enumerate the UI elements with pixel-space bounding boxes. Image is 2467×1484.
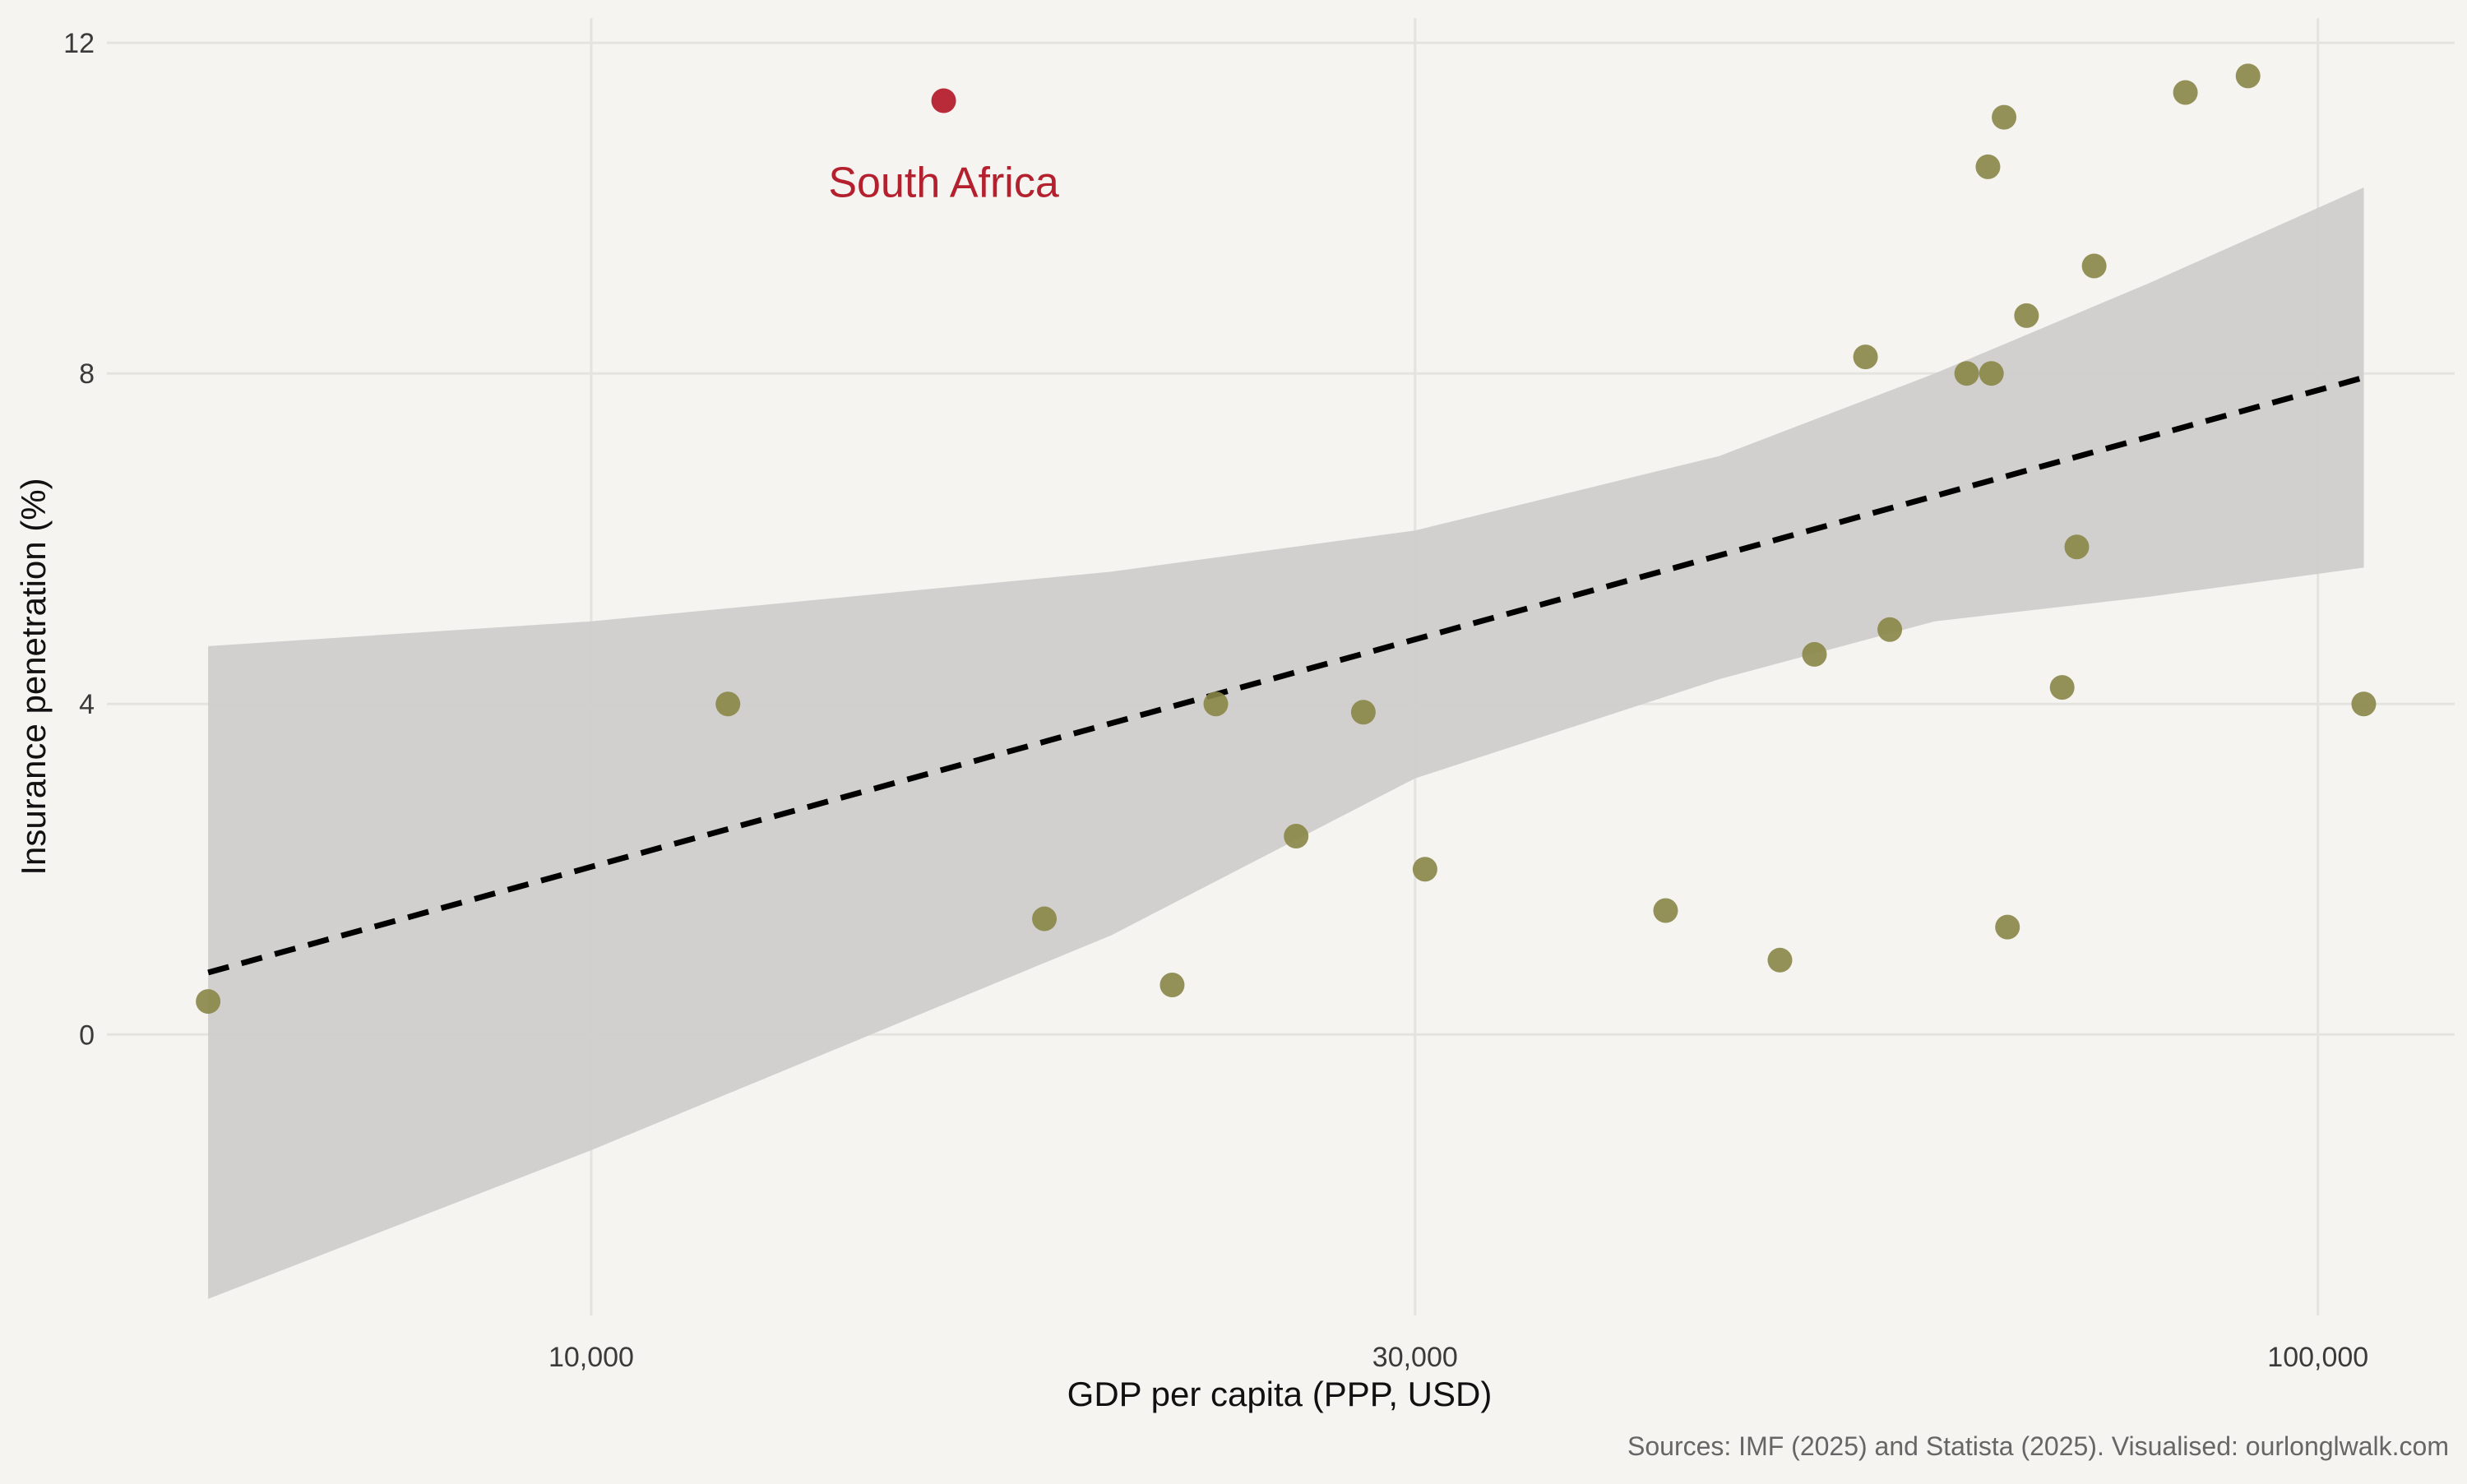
data-point [1975, 154, 2001, 179]
data-point [1995, 914, 2020, 940]
data-point [1203, 691, 1229, 717]
x-tick-label: 100,000 [2267, 1342, 2368, 1373]
data-point [1853, 344, 1878, 370]
data-point [2235, 63, 2261, 89]
data-point [1802, 641, 1827, 667]
source-caption: Sources: IMF (2025) and Statista (2025).… [1627, 1431, 2449, 1461]
data-point [1653, 898, 1678, 923]
data-point [1412, 857, 1437, 882]
data-point [2351, 691, 2377, 717]
y-tick-label: 12 [63, 28, 95, 59]
data-point [1350, 700, 1376, 725]
points-layer [196, 63, 2377, 1015]
confidence-band-layer [208, 187, 2364, 1299]
data-point [1032, 906, 1058, 932]
data-point [196, 989, 221, 1015]
data-point [1284, 824, 1309, 849]
data-point [1877, 617, 1903, 642]
y-tick-label: 4 [79, 689, 95, 720]
data-point [1767, 947, 1793, 973]
trend-line-layer [207, 374, 2365, 976]
data-point [2064, 534, 2090, 560]
x-tick-label: 30,000 [1372, 1342, 1458, 1373]
y-axis-title: Insurance penetration (%) [14, 478, 53, 875]
confidence-band [208, 187, 2364, 1299]
x-axis-title: GDP per capita (PPP, USD) [1067, 1375, 1493, 1413]
highlight-annotation: South Africa [828, 159, 1058, 207]
data-point [1159, 972, 1185, 997]
data-point [1954, 361, 1979, 386]
y-tick-label: 0 [79, 1019, 95, 1051]
data-point [1979, 361, 2004, 386]
highlight-point [931, 88, 956, 113]
tick-labels-layer: 10,000 30,000 100,000 0 4 8 12 [63, 28, 2368, 1373]
data-point [715, 691, 741, 717]
data-point [2081, 253, 2107, 279]
x-tick-label: 10,000 [548, 1342, 634, 1373]
data-point [2014, 303, 2039, 328]
y-tick-label: 8 [79, 358, 95, 390]
data-point [1992, 104, 2017, 130]
data-point [2173, 80, 2198, 105]
data-point [2049, 675, 2075, 700]
trend-line [207, 374, 2365, 976]
